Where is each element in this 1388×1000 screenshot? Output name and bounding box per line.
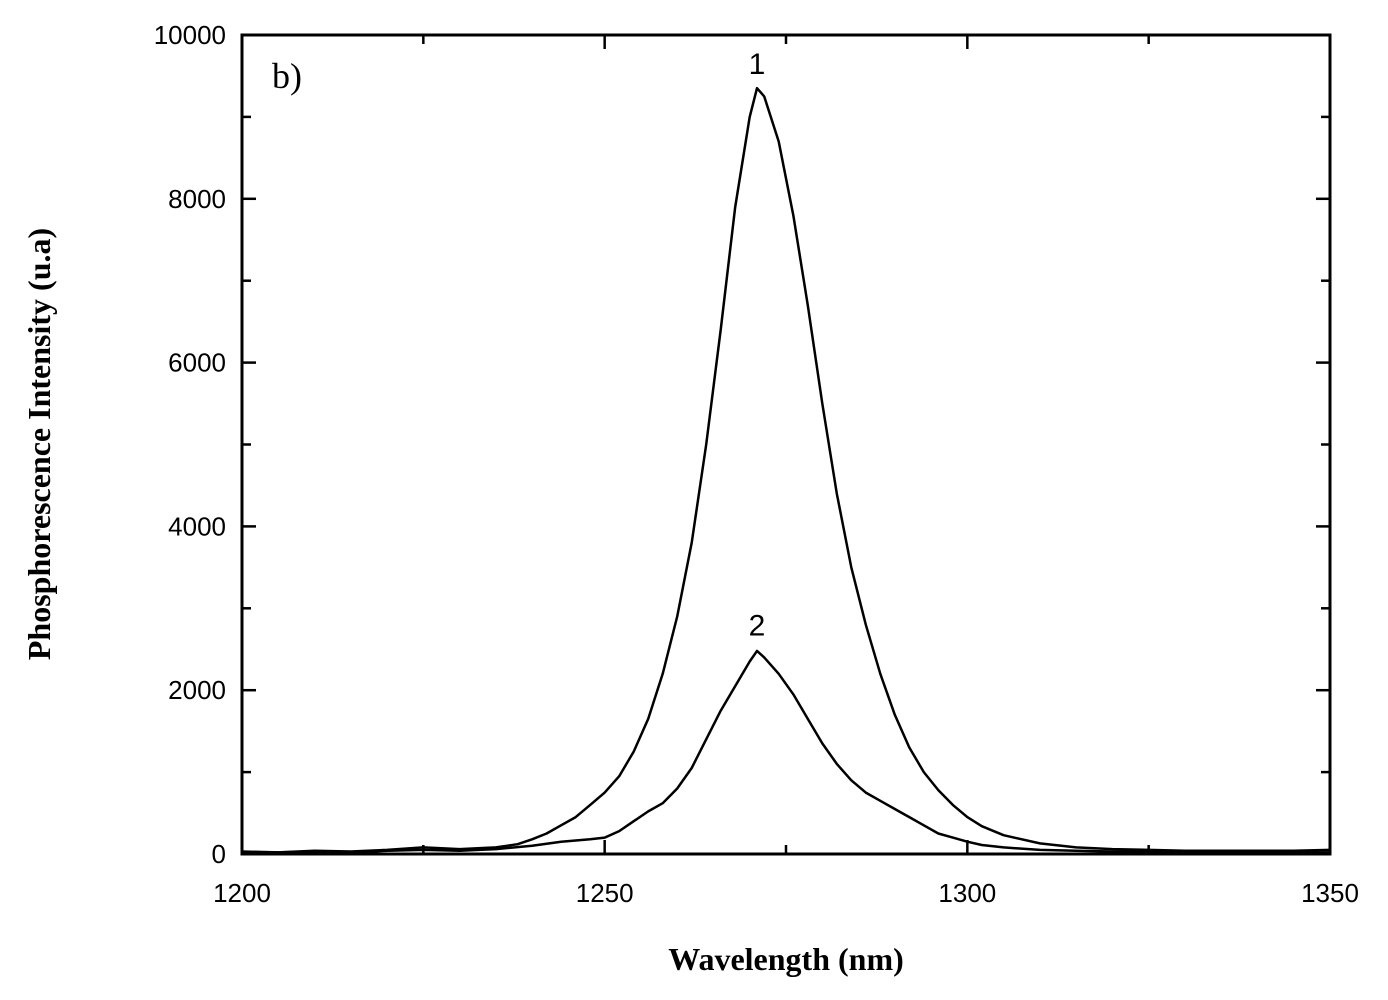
y-tick-label: 0 [212,839,226,869]
y-tick-label: 8000 [168,184,226,214]
x-tick-label: 1300 [938,878,996,908]
y-tick-label: 4000 [168,511,226,541]
y-tick-label: 6000 [168,348,226,378]
tick-labels: 1200 1250 1300 1350 0 2000 4000 6000 8000 10000 [154,20,1359,908]
curve-label-2: 2 [749,609,766,642]
x-tick-label: 1250 [576,878,634,908]
x-tick-label: 1200 [213,878,271,908]
series-group [241,86,1331,854]
panel-label: b) [272,56,302,96]
x-axis-title: Wavelength (nm) [668,941,904,977]
y-axis-title: Phosphorescence Intensity (u.a) [21,228,57,660]
y-tick-label: 2000 [168,675,226,705]
plot-frame [240,33,1332,856]
y-tick-label: 10000 [154,20,226,50]
axis-ticks [240,33,1332,856]
series-line-1 [241,86,1331,854]
curve-label-1: 1 [749,48,766,81]
series-line-2 [242,649,1330,854]
curve-labels: 12 [749,48,766,642]
x-tick-label: 1350 [1301,878,1359,908]
